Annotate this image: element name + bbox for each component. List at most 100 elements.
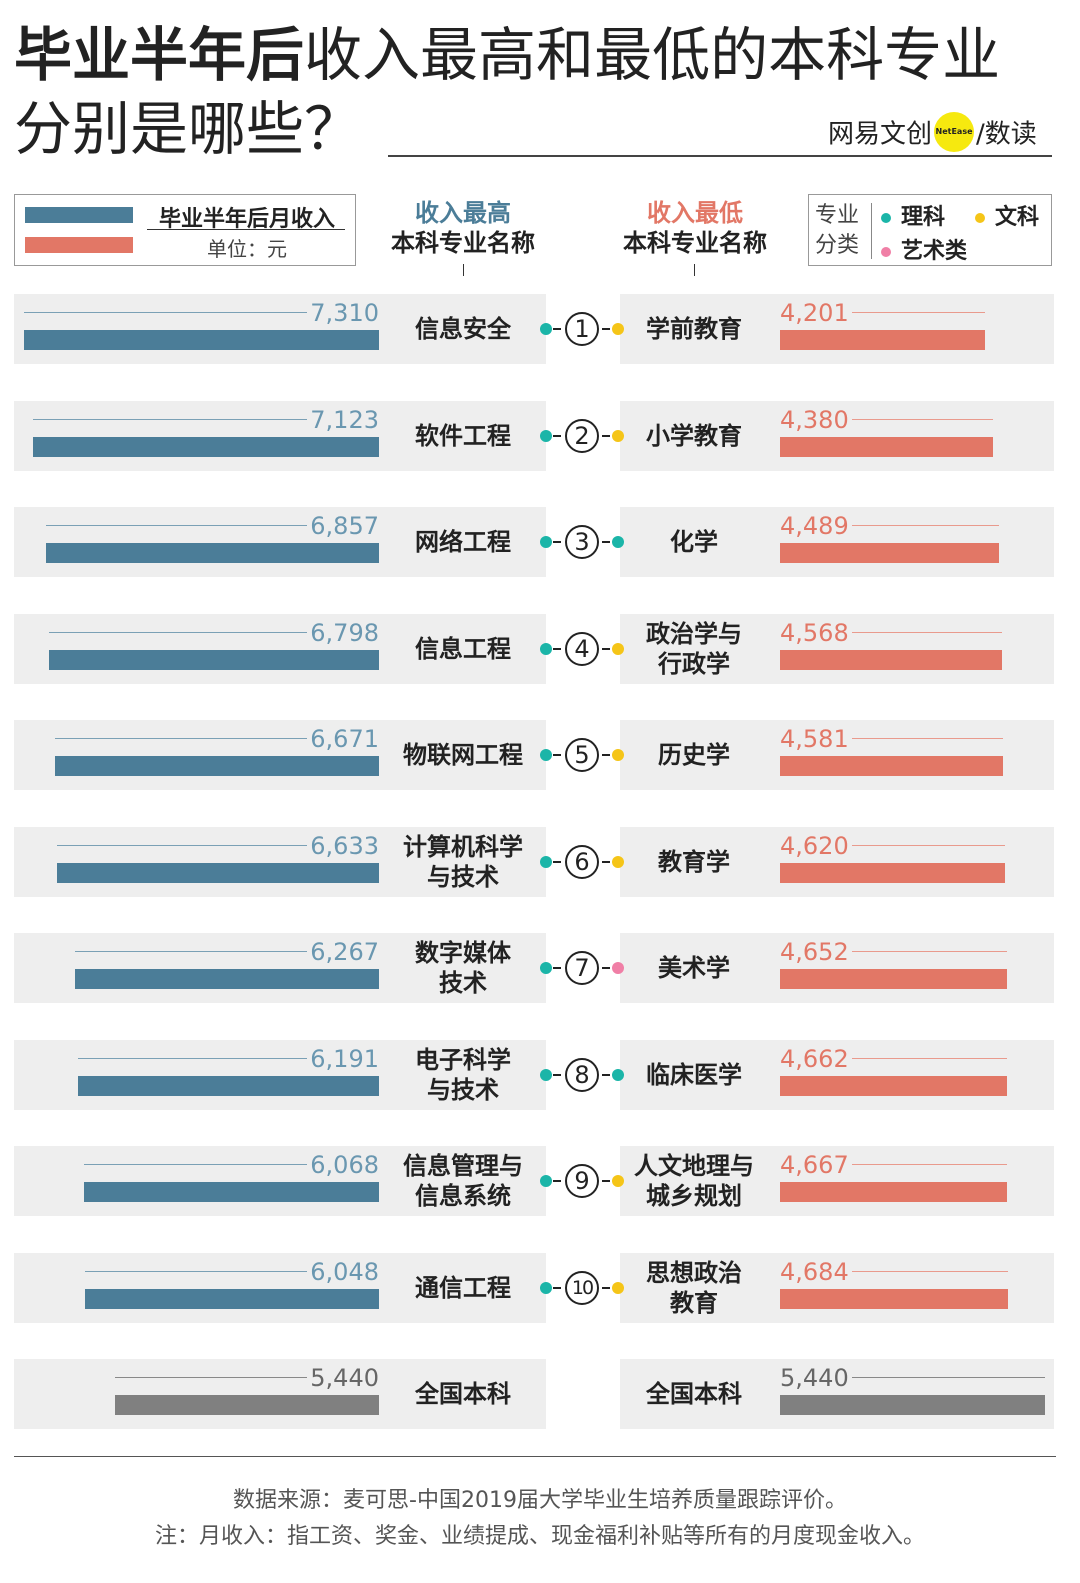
category-dot-high-icon (540, 643, 552, 655)
bar-low (780, 543, 999, 563)
category-dot-low-icon (612, 962, 624, 974)
column-header-low-title: 收入最低 (647, 199, 743, 227)
category-dot-low-icon (612, 1175, 624, 1187)
category-liberal-arts: 文科 (975, 199, 1039, 231)
row-background-right (620, 1359, 1054, 1429)
major-name-low-text: 学前教育 (646, 315, 742, 343)
major-name-low-text: 全国本科 (646, 1380, 742, 1408)
title-part1: 毕业半年后 (14, 21, 305, 89)
rank-badge: 8 (565, 1058, 599, 1092)
category-art: 艺术类 (881, 233, 967, 265)
row-background-left (14, 1253, 546, 1323)
connector-left (553, 1287, 561, 1289)
connector-right (602, 1074, 610, 1076)
title-part4: 的本科专业 (710, 21, 1001, 89)
value-label-high: 6,068 (310, 1151, 379, 1179)
connector-left (553, 754, 561, 756)
column-header-low-subtitle: 本科专业名称 (623, 229, 767, 257)
bar-high (24, 330, 379, 350)
bar-low (780, 1289, 1008, 1309)
bar-high-guide (46, 525, 307, 526)
major-name-low-text: 化学 (670, 528, 718, 556)
major-name-high: 全国本科 (373, 1359, 553, 1429)
major-name-low: 学前教育 (604, 294, 784, 364)
connector-right (602, 328, 610, 330)
category-dot-high-icon (540, 1282, 552, 1294)
connector-right (602, 541, 610, 543)
row-background-left (14, 1146, 546, 1216)
legend-unit: 单位：元 (207, 237, 287, 261)
bar-high-guide (33, 419, 307, 420)
value-label-high: 6,671 (310, 725, 379, 753)
category-dot-high-icon (540, 430, 552, 442)
category-dot-low-icon (612, 856, 624, 868)
connector-left (553, 861, 561, 863)
value-label-low: 4,201 (780, 299, 849, 327)
bar-low (780, 330, 985, 350)
value-label-low: 4,620 (780, 832, 849, 860)
row-background-left (14, 401, 546, 471)
bar-high-guide (78, 1058, 307, 1059)
bar-low (780, 1395, 1045, 1415)
row-background-right (620, 507, 1054, 577)
major-name-high: 网络工程 (373, 507, 553, 577)
major-name-low: 历史学 (604, 720, 784, 790)
bar-low (780, 756, 1003, 776)
connector-right (602, 1180, 610, 1182)
category-dot-low-icon (612, 323, 624, 335)
category-dot-low-icon (612, 1282, 624, 1294)
category-dot-high-icon (540, 856, 552, 868)
bar-low-guide (852, 632, 1002, 633)
row-background-right (620, 401, 1054, 471)
footer-note: 注：月收入：指工资、奖金、业绩提成、现金福利补贴等所有的月度现金收入。 (154, 1524, 925, 1549)
rank-badge: 5 (565, 738, 599, 772)
row-background-right (620, 1146, 1054, 1216)
row-background-right (620, 1040, 1054, 1110)
bar-high-guide (115, 1377, 307, 1378)
connector-right (602, 754, 610, 756)
bar-low-guide (852, 1377, 1045, 1378)
column-header-high-subtitle: 本科专业名称 (391, 229, 535, 257)
bar-high (84, 1182, 379, 1202)
major-name-high: 计算机科学 与技术 (373, 827, 553, 897)
value-label-high: 6,798 (310, 619, 379, 647)
rank-badge: 1 (565, 312, 599, 346)
major-name-high: 信息工程 (373, 614, 553, 684)
major-name-low: 全国本科 (604, 1359, 784, 1429)
rank-badge: 4 (565, 632, 599, 666)
bar-low (780, 437, 993, 457)
value-label-low: 4,581 (780, 725, 849, 753)
connector-left (553, 1180, 561, 1182)
major-name-high-text: 计算机科学 与技术 (403, 833, 523, 891)
category-science: 理科 (881, 199, 945, 231)
connector-right (602, 861, 610, 863)
rank-badge: 10 (565, 1271, 599, 1305)
category-science-label: 理科 (901, 205, 946, 230)
legend-label: 毕业半年后月收入 (158, 207, 335, 232)
bar-high (75, 969, 379, 989)
value-label-high: 6,633 (310, 832, 379, 860)
category-dot-low-icon (612, 1069, 624, 1081)
column-tick-low (694, 264, 695, 276)
value-label-low: 4,652 (780, 938, 849, 966)
row-background-right (620, 1253, 1054, 1323)
major-name-high-text: 全国本科 (415, 1380, 511, 1408)
major-name-low: 临床医学 (604, 1040, 784, 1110)
brand-circle-logo: NetEase (934, 112, 975, 152)
brand-right: /数读 (976, 119, 1037, 150)
row-background-left (14, 933, 546, 1003)
major-name-low-text: 教育学 (658, 848, 730, 876)
connector-left (553, 648, 561, 650)
row-background-left (14, 720, 546, 790)
major-name-low-text: 思想政治 教育 (646, 1259, 742, 1317)
row-background-left (14, 507, 546, 577)
rank-badge: 6 (565, 845, 599, 879)
column-header-low: 收入最低 本科专业名称 (600, 198, 790, 258)
major-name-low: 政治学与 行政学 (604, 614, 784, 684)
science-dot-icon (881, 213, 891, 223)
title-part3: 和 (536, 21, 595, 89)
connector-right (602, 648, 610, 650)
bar-high (78, 1076, 379, 1096)
bar-high (55, 756, 379, 776)
category-dot-high-icon (540, 1175, 552, 1187)
